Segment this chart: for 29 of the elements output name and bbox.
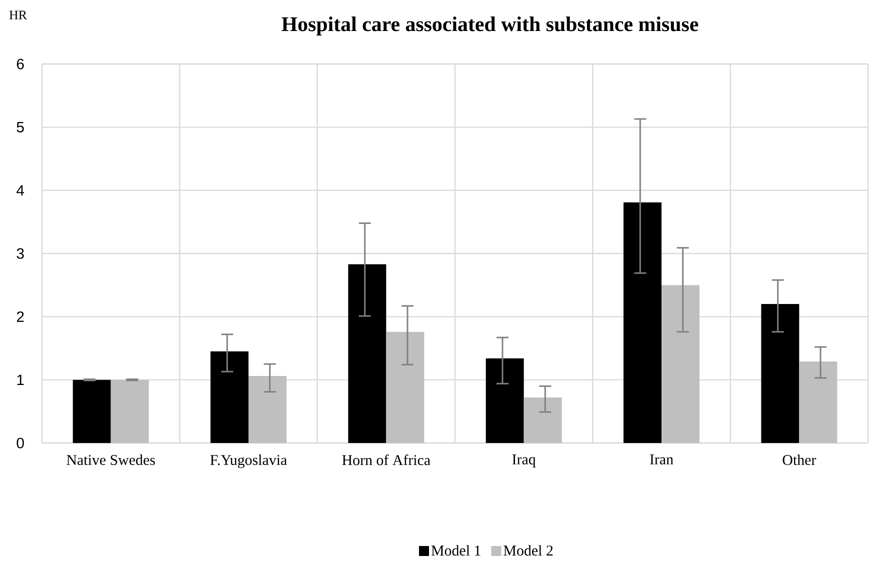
legend-label: Model 2 <box>504 545 553 556</box>
x-tick-label: Native Swedes <box>66 454 155 466</box>
y-tick-label: 3 <box>16 248 24 259</box>
bar <box>248 376 286 443</box>
bar <box>524 398 562 443</box>
chart-title: Hospital care associated with substance misuse <box>282 16 698 36</box>
bar <box>761 304 800 443</box>
y-axis-title: HR <box>9 10 27 20</box>
bar <box>210 351 248 443</box>
bar <box>799 362 838 443</box>
bar <box>110 380 149 443</box>
y-tick-label: 0 <box>16 438 24 448</box>
bar <box>386 332 424 443</box>
bar <box>624 202 662 443</box>
legend-label: Model 1 <box>431 545 480 556</box>
x-tick-label: Other <box>782 454 816 466</box>
y-tick-label: 2 <box>16 311 24 322</box>
y-tick-label: 6 <box>16 58 24 70</box>
x-tick-label: Horn of Africa <box>342 454 430 466</box>
x-tick-label: F.Yugoslavia <box>210 454 287 468</box>
x-tick-label: Iran <box>650 454 674 464</box>
bar <box>348 264 386 443</box>
y-tick-label: 5 <box>16 122 24 132</box>
x-tick-label: Iraq <box>512 454 536 468</box>
y-tick-label: 1 <box>17 374 24 385</box>
y-tick-label: 4 <box>16 185 24 196</box>
bar <box>72 380 111 443</box>
bar <box>662 285 700 443</box>
bar <box>486 358 524 443</box>
